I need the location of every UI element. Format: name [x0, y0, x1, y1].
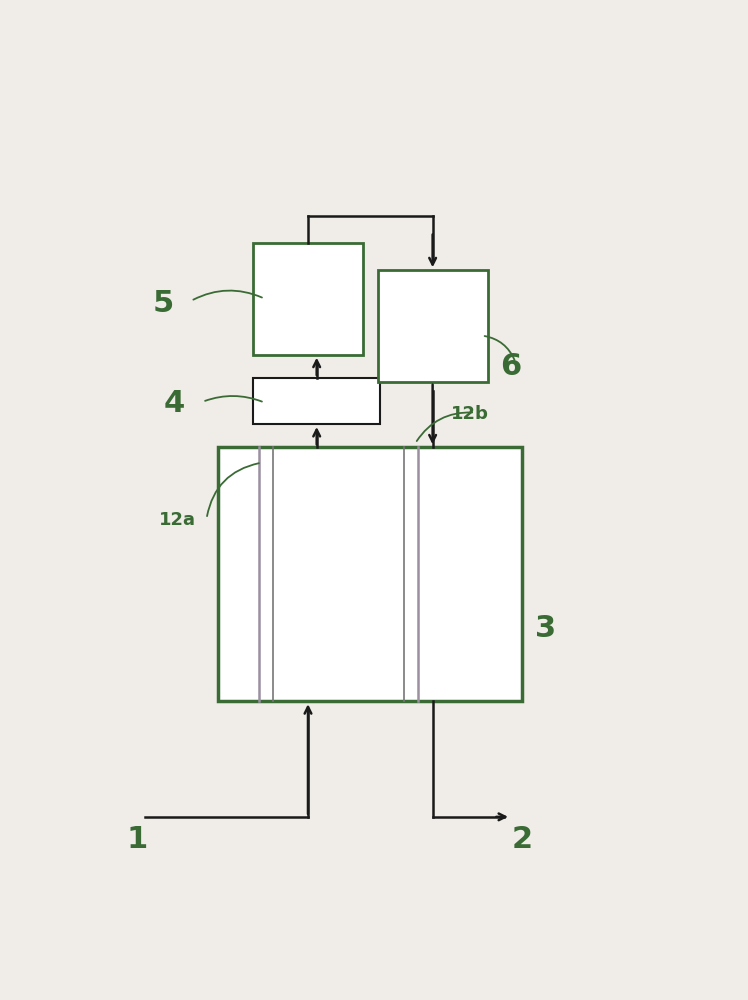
Bar: [218, 447, 522, 701]
Text: 5: 5: [153, 289, 174, 318]
Text: 2: 2: [512, 825, 533, 854]
Text: 4: 4: [164, 389, 186, 418]
Text: 3: 3: [535, 614, 557, 643]
Bar: [378, 270, 488, 382]
Text: 12b: 12b: [451, 405, 489, 423]
Bar: [253, 378, 381, 424]
Bar: [253, 243, 363, 355]
Text: 1: 1: [126, 825, 147, 854]
Text: 6: 6: [500, 352, 521, 381]
Text: 12a: 12a: [159, 511, 196, 529]
